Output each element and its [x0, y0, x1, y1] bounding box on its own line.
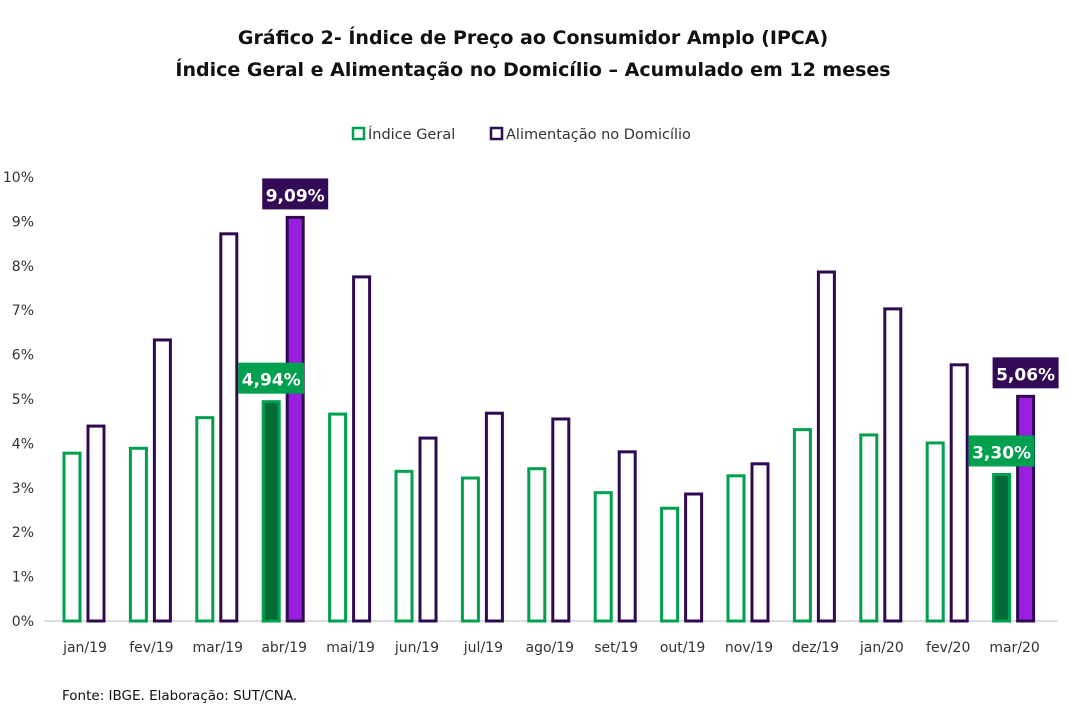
- y-tick-label: 6%: [12, 348, 34, 364]
- bar-indice-geral-fev-19: [128, 446, 148, 623]
- y-tick-label: 4%: [12, 436, 34, 452]
- y-tick-label: 0%: [12, 614, 34, 630]
- x-tick-label: mar/19: [193, 640, 244, 656]
- x-tick-label: jun/19: [394, 640, 439, 656]
- bar-indice-geral-mar-20: [992, 472, 1012, 623]
- bar-alimentacao-jan-19: [86, 424, 106, 623]
- bar-alimentacao-set-19: [617, 450, 637, 623]
- y-tick-label: 9%: [12, 214, 34, 230]
- x-tick-label: fev/19: [129, 640, 173, 656]
- bar-alimentacao-mai-19: [352, 275, 372, 623]
- x-tick-label: fev/20: [926, 640, 970, 656]
- bar-indice-geral-out-19: [660, 506, 680, 623]
- data-label: 5,06%: [996, 365, 1055, 385]
- bar-alimentacao-ago-19: [551, 417, 571, 623]
- legend-swatch-geral: [351, 126, 366, 141]
- bar-indice-geral-mai-19: [328, 412, 348, 623]
- legend-swatch-alimentacao: [489, 126, 504, 141]
- bar-alimentacao-dez-19: [816, 270, 836, 623]
- bar-indice-geral-dez-19: [792, 428, 812, 623]
- bar-indice-geral-set-19: [593, 491, 613, 623]
- bar-indice-geral-jan-19: [62, 451, 82, 623]
- bar-alimentacao-abr-19: [285, 215, 305, 623]
- chart-title: Gráfico 2- Índice de Preço ao Consumidor…: [238, 26, 828, 49]
- x-tick-label: jan/20: [859, 640, 904, 656]
- bar-alimentacao-jan-20: [883, 307, 903, 623]
- legend-label-alimentacao: Alimentação no Domicílio: [506, 127, 691, 143]
- y-tick-label: 8%: [12, 259, 34, 275]
- bar-alimentacao-out-19: [684, 492, 704, 623]
- bar-alimentacao-jul-19: [484, 411, 504, 623]
- y-tick-label: 2%: [12, 525, 34, 541]
- y-tick-label: 1%: [12, 570, 34, 586]
- x-tick-label: abr/19: [261, 640, 307, 656]
- bar-indice-geral-fev-20: [925, 441, 945, 623]
- x-tick-label: out/19: [660, 640, 705, 656]
- bar-alimentacao-nov-19: [750, 462, 770, 623]
- data-label: 3,30%: [972, 443, 1031, 463]
- bar-indice-geral-mar-19: [195, 416, 215, 623]
- y-tick-label: 10%: [3, 170, 34, 186]
- bar-indice-geral-nov-19: [726, 474, 746, 623]
- bar-indice-geral-abr-19: [261, 400, 281, 623]
- x-tick-label: jul/19: [463, 640, 503, 656]
- legend-label-geral: Índice Geral: [368, 126, 455, 143]
- bar-indice-geral-jul-19: [460, 476, 480, 623]
- bar-indice-geral-jun-19: [394, 469, 414, 623]
- bar-alimentacao-fev-20: [949, 363, 969, 623]
- data-label: 9,09%: [266, 186, 325, 206]
- data-label-bg: [262, 178, 329, 210]
- x-tick-label: mar/20: [989, 640, 1040, 656]
- data-label: 4,94%: [242, 371, 301, 391]
- legend: Índice Geral Alimentação no Domicílio: [351, 126, 691, 143]
- bar-alimentacao-mar-19: [219, 232, 239, 623]
- x-tick-label: set/19: [594, 640, 638, 656]
- bar-alimentacao-fev-19: [152, 338, 172, 623]
- chart-subtitle: Índice Geral e Alimentação no Domicílio …: [175, 58, 890, 81]
- bar-alimentacao-jun-19: [418, 436, 438, 623]
- y-tick-label: 3%: [12, 481, 34, 497]
- data-label-bg: [992, 357, 1059, 389]
- x-tick-label: mai/19: [326, 640, 375, 656]
- data-label-bg: [968, 435, 1035, 467]
- x-tick-label: jan/19: [62, 640, 107, 656]
- data-label-bg: [238, 362, 305, 394]
- source-note: Fonte: IBGE. Elaboração: SUT/CNA.: [62, 688, 297, 704]
- x-tick-label: dez/19: [792, 640, 839, 656]
- x-tick-label: nov/19: [725, 640, 773, 656]
- y-tick-label: 5%: [12, 392, 34, 408]
- x-tick-label: ago/19: [526, 640, 575, 656]
- y-tick-label: 7%: [12, 303, 34, 319]
- bar-alimentacao-mar-20: [1016, 394, 1036, 623]
- bar-indice-geral-jan-20: [859, 433, 879, 623]
- bar-indice-geral-ago-19: [527, 467, 547, 623]
